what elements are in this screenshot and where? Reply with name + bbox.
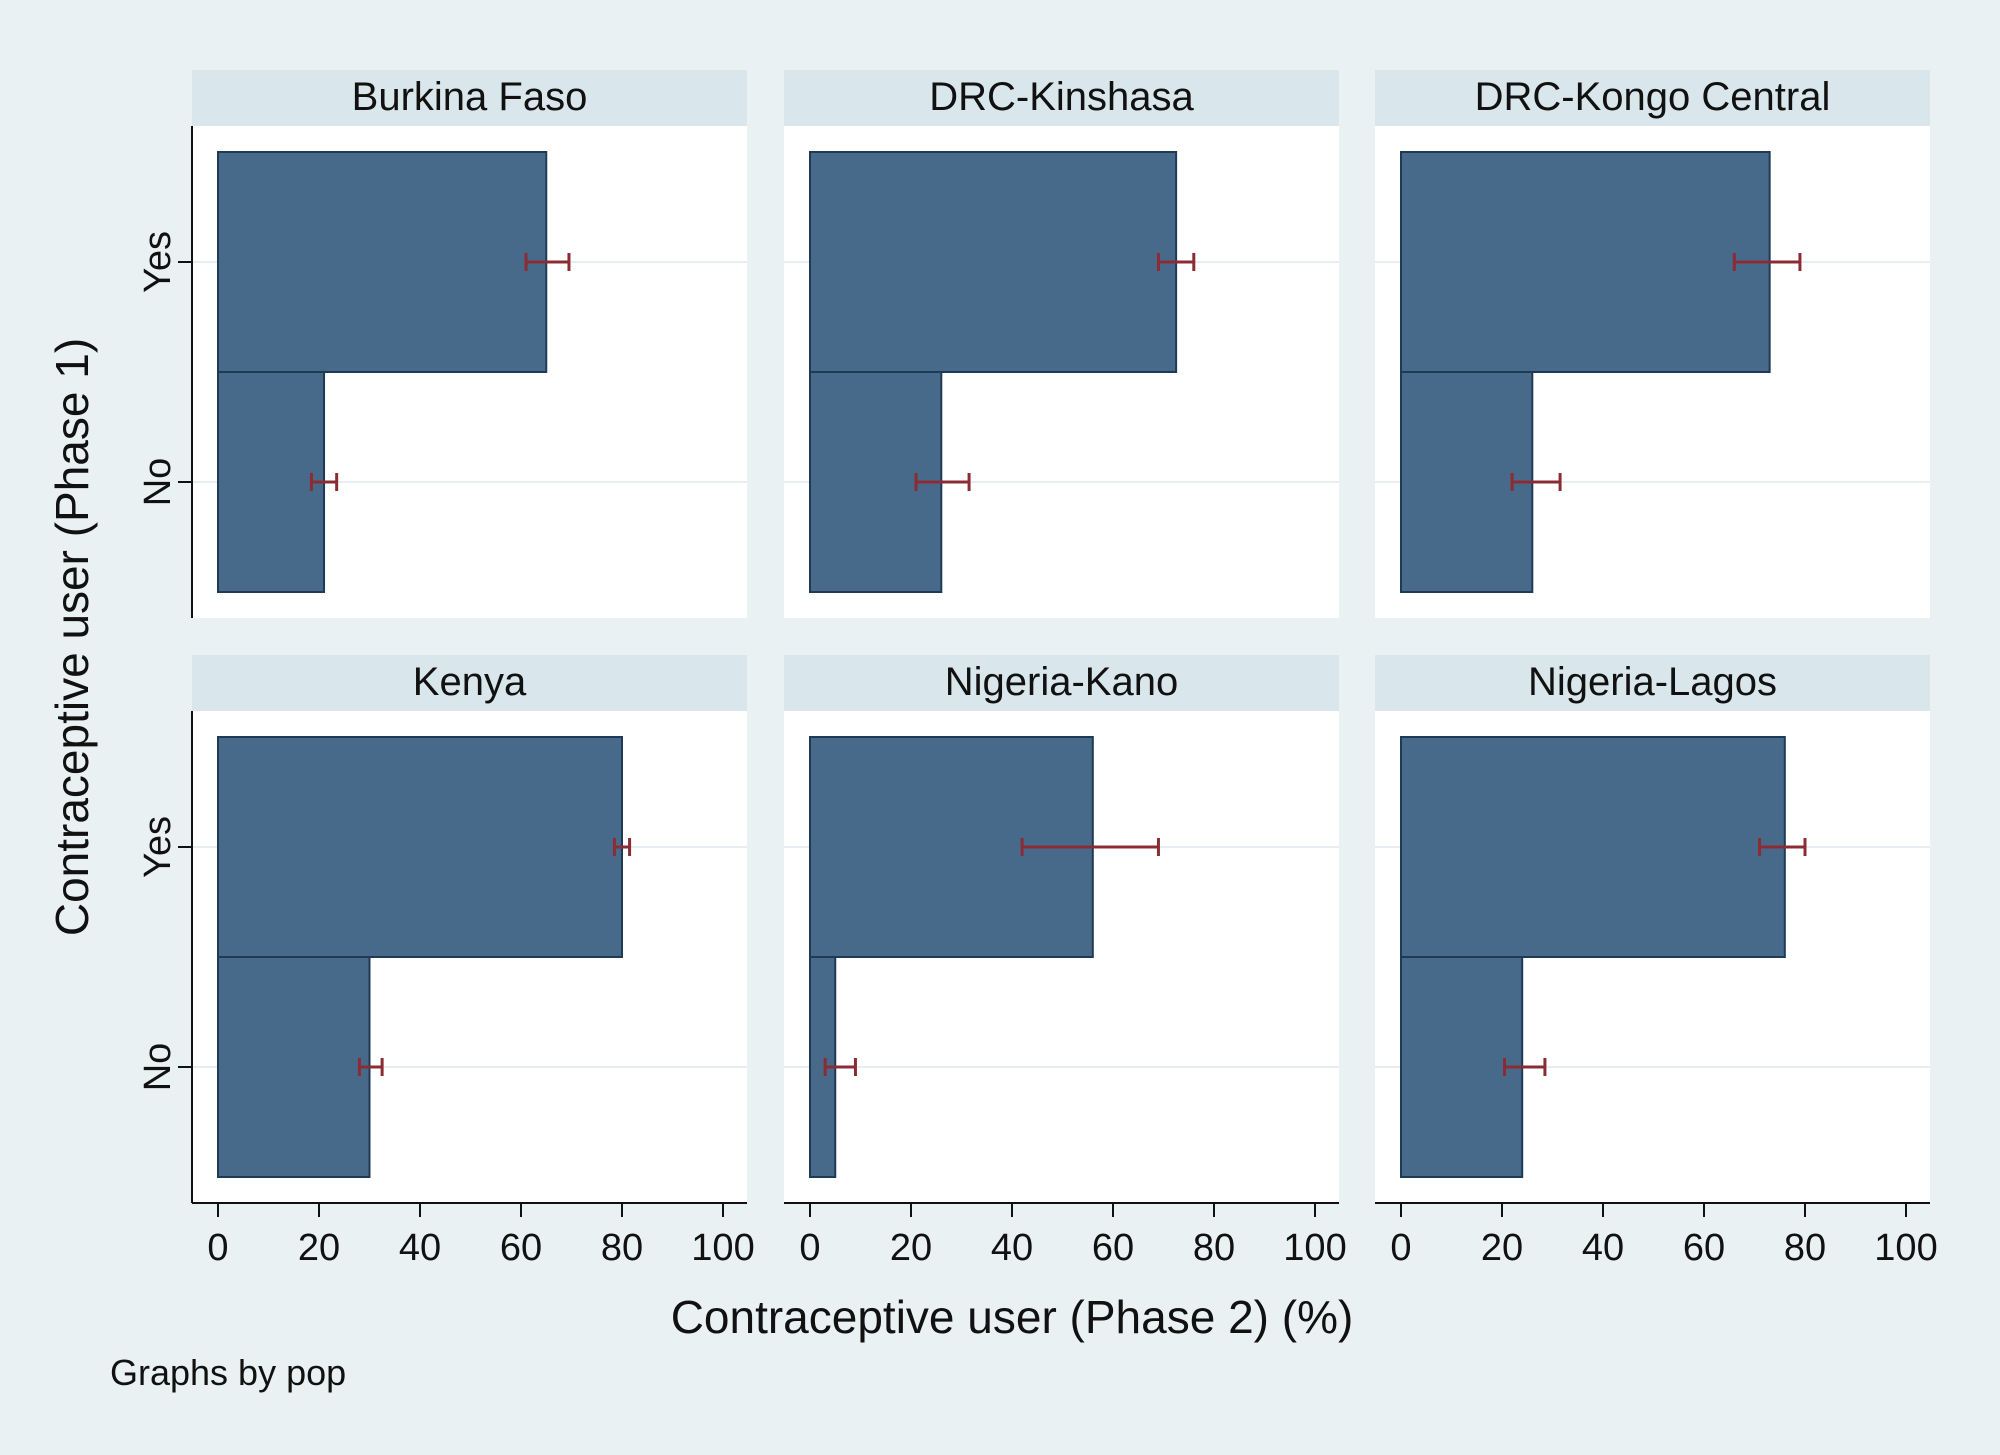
- bar-yes: [809, 151, 1178, 373]
- panel-title: Kenya: [413, 660, 527, 704]
- y-tick-label: Yes: [137, 816, 179, 878]
- x-tick-label: 100: [1283, 1227, 1346, 1269]
- panel-nigeria-lagos: Nigeria-Lagos 0 20 40 60 80 100: [1375, 655, 1938, 1269]
- x-tick-label: 20: [1481, 1227, 1523, 1269]
- panel-title: Nigeria-Lagos: [1528, 660, 1777, 704]
- x-tick-label: 60: [1092, 1227, 1134, 1269]
- y-tick-label: No: [137, 458, 179, 507]
- panel-drc-kongo-central: DRC-Kongo Central: [1375, 70, 1930, 618]
- x-tick-label: 20: [298, 1227, 340, 1269]
- panel-drc-kinshasa: DRC-Kinshasa: [784, 70, 1339, 618]
- x-tick-label: 100: [691, 1227, 754, 1269]
- x-axis-title: Contraceptive user (Phase 2) (%): [671, 1291, 1354, 1343]
- x-tick-label: 40: [1582, 1227, 1624, 1269]
- panel-header: [192, 70, 747, 126]
- x-tick-label: 40: [399, 1227, 441, 1269]
- panel-header: [1375, 655, 1930, 711]
- panel-title: DRC-Kongo Central: [1475, 75, 1831, 119]
- x-tick-label: 0: [1390, 1227, 1411, 1269]
- graphs-by-note: Graphs by pop: [110, 1352, 346, 1393]
- x-tick-label: 80: [1784, 1227, 1826, 1269]
- panel-title: Burkina Faso: [352, 75, 588, 119]
- x-tick-label: 0: [799, 1227, 820, 1269]
- x-tick-label: 0: [207, 1227, 228, 1269]
- panel-nigeria-kano: Nigeria-Kano 0 20 40 60 80 100: [784, 655, 1347, 1269]
- panel-kenya: Kenya Yes No 0 20 40 60 80 100: [137, 655, 755, 1269]
- bar-no: [217, 371, 326, 593]
- panel-title: DRC-Kinshasa: [929, 75, 1194, 119]
- x-tick-label: 80: [1193, 1227, 1235, 1269]
- x-tick-label: 80: [601, 1227, 643, 1269]
- bar-no: [217, 956, 371, 1178]
- x-tick-label: 60: [500, 1227, 542, 1269]
- y-axis-title: Contraceptive user (Phase 1): [46, 338, 98, 936]
- bar-no: [1400, 371, 1534, 593]
- panel-header: [784, 655, 1339, 711]
- panel-header: [784, 70, 1339, 126]
- x-tick-label: 40: [991, 1227, 1033, 1269]
- panel-title: Nigeria-Kano: [945, 660, 1178, 704]
- y-tick-label: No: [137, 1043, 179, 1092]
- panel-header: [1375, 70, 1930, 126]
- bar-yes: [1400, 736, 1786, 958]
- bar-no: [1400, 956, 1524, 1178]
- bar-yes: [1400, 151, 1771, 373]
- x-tick-label: 20: [890, 1227, 932, 1269]
- x-tick-label: 100: [1874, 1227, 1937, 1269]
- x-tick-label: 60: [1683, 1227, 1725, 1269]
- y-tick-label: Yes: [137, 231, 179, 293]
- bar-yes: [217, 736, 623, 958]
- panel-burkina-faso: Burkina Faso Yes No: [137, 70, 747, 618]
- bar-yes: [217, 151, 548, 373]
- panel-header: [192, 655, 747, 711]
